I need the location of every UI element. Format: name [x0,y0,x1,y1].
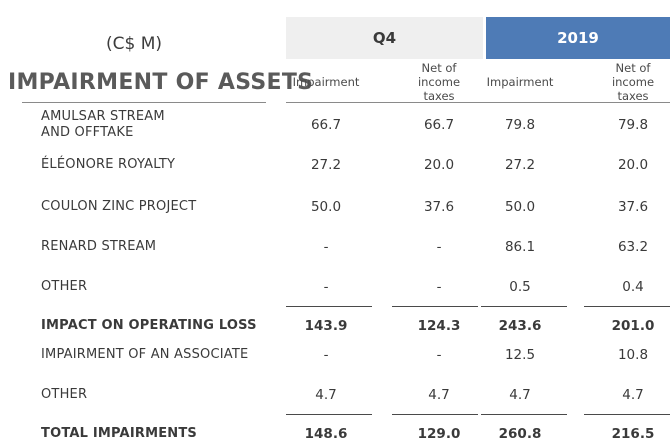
cell-operating-loss-2019-impairment: 243.6 [498,318,542,334]
row-label-amulsar-line1: AMULSAR STREAM [41,109,165,124]
cell-coulon-2019-impairment: 50.0 [504,199,536,215]
cell-renard-q4-net: - [436,239,442,255]
cell-coulon-2019-net: 37.6 [617,199,649,215]
subheader-2019-net-line2: income [611,75,655,89]
subtotal-rule-2019-net [584,306,670,307]
row-label-other-1: OTHER [41,279,88,294]
cell-operating-loss-q4-impairment: 143.9 [304,318,348,334]
subheader-rule [286,102,670,103]
total-rule-2019-net [584,414,670,415]
cell-total-2019-net: 216.5 [611,426,655,442]
cell-other2-2019-impairment: 4.7 [509,387,531,403]
table-title: IMPAIRMENT OF ASSETS [8,70,314,95]
cell-eleonore-q4-net: 20.0 [423,157,455,173]
row-label-amulsar-line2: AND OFFTAKE [41,125,134,140]
cell-other2-2019-net: 4.7 [622,387,644,403]
row-label-renard: RENARD STREAM [41,239,157,254]
cell-renard-2019-impairment: 86.1 [504,239,536,255]
subheader-2019-impairment: Impairment [486,75,554,89]
subheader-2019-net-line1: Net of [615,61,651,75]
subheader-2019-net: Net of income taxes [593,61,670,103]
cell-amulsar-q4-impairment: 66.7 [310,117,342,133]
cell-operating-loss-2019-net: 201.0 [611,318,655,334]
subheader-q4-net-line2: income [417,75,461,89]
cell-coulon-q4-net: 37.6 [423,199,455,215]
cell-total-q4-net: 129.0 [417,426,461,442]
title-underline [22,102,266,103]
cell-other1-2019-net: 0.4 [622,279,644,295]
cell-other2-q4-impairment: 4.7 [315,387,337,403]
cell-eleonore-q4-impairment: 27.2 [310,157,342,173]
cell-other1-2019-impairment: 0.5 [509,279,531,295]
cell-amulsar-2019-net: 79.8 [617,117,649,133]
subtotal-rule-q4-impairment [286,306,372,307]
cell-amulsar-q4-net: 66.7 [423,117,455,133]
cell-other1-q4-impairment: - [323,279,329,295]
cell-coulon-q4-impairment: 50.0 [310,199,342,215]
cell-amulsar-2019-impairment: 79.8 [504,117,536,133]
subtotal-rule-2019-impairment [481,306,567,307]
cell-renard-2019-net: 63.2 [617,239,649,255]
subheader-q4-net: Net of income taxes [399,61,479,103]
cell-eleonore-2019-net: 20.0 [617,157,649,173]
subheader-q4-net-line3: taxes [423,89,455,103]
cell-operating-loss-q4-net: 124.3 [417,318,461,334]
cell-renard-q4-impairment: - [323,239,329,255]
row-label-amulsar: AMULSAR STREAM AND OFFTAKE [41,109,165,141]
cell-eleonore-2019-impairment: 27.2 [504,157,536,173]
cell-associate-2019-impairment: 12.5 [504,347,536,363]
cell-total-q4-impairment: 148.6 [304,426,348,442]
cell-associate-2019-net: 10.8 [617,347,649,363]
unit-label: (C$ M) [105,34,163,54]
cell-total-2019-impairment: 260.8 [498,426,542,442]
q4-label: Q4 [372,29,397,47]
column-group-2019: 2019 [486,17,670,59]
total-rule-2019-impairment [481,414,567,415]
cell-associate-q4-impairment: - [323,347,329,363]
row-label-total: TOTAL IMPAIRMENTS [41,426,197,441]
subheader-q4-impairment: Impairment [292,75,360,89]
total-rule-q4-net [392,414,478,415]
subtotal-rule-q4-net [392,306,478,307]
row-label-operating-loss: IMPACT ON OPERATING LOSS [41,318,257,333]
cell-other2-q4-net: 4.7 [428,387,450,403]
row-label-associate: IMPAIRMENT OF AN ASSOCIATE [41,347,249,362]
cell-associate-q4-net: - [436,347,442,363]
column-group-q4: Q4 [286,17,483,59]
cell-other1-q4-net: - [436,279,442,295]
row-label-other-2: OTHER [41,387,88,402]
year-label: 2019 [557,29,599,47]
row-label-coulon: COULON ZINC PROJECT [41,199,197,214]
row-label-eleonore: ÉLÉONORE ROYALTY [41,157,176,172]
total-rule-q4-impairment [286,414,372,415]
subheader-2019-net-line3: taxes [617,89,649,103]
subheader-q4-net-line1: Net of [421,61,457,75]
